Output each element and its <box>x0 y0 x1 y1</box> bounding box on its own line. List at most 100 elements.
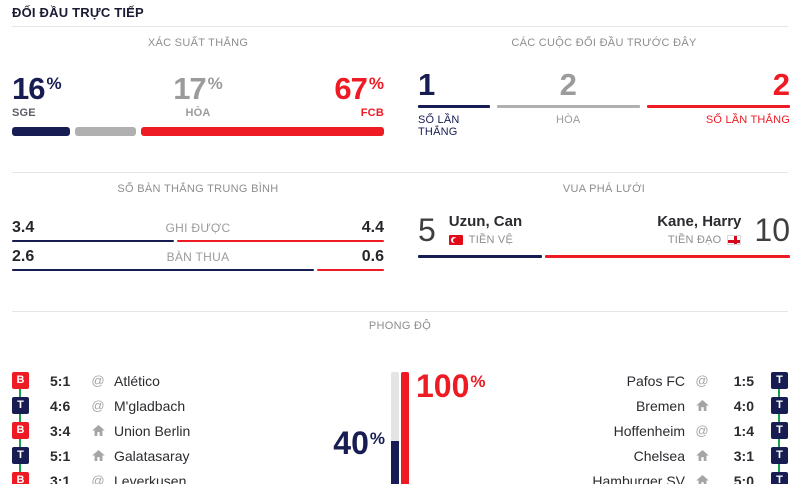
home-wins-column: 1 SỐ LẦN THẮNG <box>418 69 490 138</box>
form-match-row[interactable]: B 5:1 @ Atlético <box>12 372 314 397</box>
home-goals-scored: 3.4 <box>12 219 35 236</box>
form-match-row[interactable]: T 4:6 @ M'gladbach <box>12 397 314 422</box>
result-badge: T <box>771 472 788 484</box>
away-win-probability: 67% FCB <box>334 73 384 119</box>
home-scorer-position: TIỀN VỆ <box>468 234 513 246</box>
home-form-bar <box>391 372 399 484</box>
away-form-bar <box>401 372 409 484</box>
goals-conceded-label: BÀN THUA <box>166 250 230 264</box>
match-score: 5:1 <box>50 447 71 464</box>
goals-scored-bar <box>12 240 384 242</box>
home-icon <box>91 425 105 436</box>
section-divider <box>12 172 788 173</box>
away-at-icon: @ <box>695 423 709 438</box>
home-probability-segment <box>12 127 70 136</box>
match-score: 1:5 <box>733 372 754 389</box>
team-name: Pafos FC <box>626 372 685 389</box>
home-form-percent: 40% <box>333 425 385 461</box>
form-match-row[interactable]: T 5:1 @ Galatasaray <box>12 447 314 472</box>
form-title: PHONG ĐỘ <box>368 320 432 332</box>
away-wins-label: SỐ LẦN THẮNG <box>705 114 790 126</box>
previous-meetings-section: CÁC CUỘC ĐỐI ĐẦU TRƯỚC ĐÂY 1 SỐ LẦN THẮN… <box>402 27 800 138</box>
average-goals-section: SỐ BÀN THẮNG TRUNG BÌNH 3.4 GHI ĐƯỢC 4.4 <box>0 173 402 277</box>
result-badge: B <box>12 372 29 397</box>
home-form-list: B 5:1 @ Atlético T 4:6 @ M'gladbach B 3:… <box>12 372 314 484</box>
top-scorers-title: VUA PHÁ LƯỚI <box>562 183 646 195</box>
home-wins-label: SỐ LẦN THẮNG <box>418 114 460 138</box>
draws-column: 2 HÒA <box>496 67 640 138</box>
away-scorer-position: TIỀN ĐẠO <box>667 234 722 246</box>
team-name: Galatasaray <box>114 447 190 464</box>
form-match-row[interactable]: Hamburger SV @ 5:0 T <box>486 472 788 484</box>
goals-scored-row: 3.4 GHI ĐƯỢC 4.4 <box>12 219 384 242</box>
form-match-row[interactable]: B 3:4 @ Union Berlin <box>12 422 314 447</box>
form-match-row[interactable]: Hoffenheim @ 1:4 T <box>486 422 788 447</box>
away-form-percent: 100% <box>416 368 486 404</box>
percent-sign: % <box>207 74 223 93</box>
form-content: B 5:1 @ Atlético T 4:6 @ M'gladbach B 3:… <box>12 368 788 484</box>
home-top-scorer[interactable]: 5 Uzun, Can TIỀN VỆ <box>418 213 522 246</box>
home-share-segment <box>418 255 542 258</box>
away-wins-column: 2 SỐ LẦN THẮNG <box>646 69 790 138</box>
top-sections-row: XÁC SUẤT THẮNG 16% SGE 17% HÒA 67% FCB <box>0 27 800 138</box>
match-score: 1:4 <box>733 422 754 439</box>
result-badge: T <box>771 447 788 472</box>
away-top-scorer[interactable]: Kane, Harry TIỀN ĐẠO 10 <box>657 213 790 246</box>
draws-rule <box>496 105 640 108</box>
away-team-abbr: FCB <box>360 107 384 119</box>
previous-meetings-stats: 1 SỐ LẦN THẮNG 2 HÒA 2 SỐ LẦN THẮNG <box>418 69 790 138</box>
away-scorer-name: Kane, Harry <box>657 213 742 230</box>
result-badge: T <box>12 397 29 422</box>
home-team-abbr: SGE <box>12 107 36 119</box>
panel-header: ĐỐI ĐẦU TRỰC TIẾP <box>0 0 800 20</box>
away-at-icon: @ <box>91 473 105 484</box>
goals-scored-label: GHI ĐƯỢC <box>165 221 231 235</box>
draw-probability: 17% HÒA <box>173 73 223 119</box>
away-share-segment <box>317 269 384 271</box>
average-goals-title: SỐ BÀN THẮNG TRUNG BÌNH <box>117 183 279 195</box>
away-wins-rule <box>646 105 790 108</box>
form-bars <box>391 372 409 484</box>
page-title: ĐỐI ĐẦU TRỰC TIẾP <box>12 5 144 20</box>
home-scorer-name: Uzun, Can <box>448 213 523 230</box>
win-probability-section: XÁC SUẤT THẮNG 16% SGE 17% HÒA 67% FCB <box>0 27 402 138</box>
team-name: Atlético <box>114 372 160 389</box>
top-scorers-row: 5 Uzun, Can TIỀN VỆ Kane, Harry TIỀN ĐẠO <box>418 213 790 246</box>
team-name: Hoffenheim <box>613 422 685 439</box>
away-goals-scored: 4.4 <box>361 219 384 236</box>
team-name: Bremen <box>635 397 685 414</box>
previous-meetings-title: CÁC CUỘC ĐỐI ĐẦU TRƯỚC ĐÂY <box>511 37 697 49</box>
away-share-segment <box>544 255 790 258</box>
match-score: 5:1 <box>50 372 71 389</box>
home-icon <box>695 450 709 461</box>
goals-conceded-bar <box>12 269 384 271</box>
form-percent-chart: 40% 100% <box>314 368 486 484</box>
match-score: 3:1 <box>733 447 754 464</box>
result-badge: T <box>771 422 788 447</box>
draws-count: 2 <box>559 67 577 102</box>
away-goals-conceded: 0.6 <box>361 248 384 265</box>
result-badge: T <box>12 447 29 472</box>
form-match-row[interactable]: Bremen @ 4:0 T <box>486 397 788 422</box>
team-name: Leverkusen <box>114 472 187 484</box>
draw-label: HÒA <box>185 107 211 119</box>
result-badge: T <box>771 372 788 397</box>
form-match-row[interactable]: Pafos FC @ 1:5 T <box>486 372 788 397</box>
result-badge: T <box>771 397 788 422</box>
home-win-probability: 16% SGE <box>12 73 62 119</box>
percent-sign: % <box>368 74 384 93</box>
percent-sign: % <box>46 74 62 93</box>
form-match-row[interactable]: B 3:1 @ Leverkusen <box>12 472 314 484</box>
draws-label: HÒA <box>555 114 581 126</box>
away-at-icon: @ <box>695 373 709 388</box>
percent-sign: % <box>369 429 385 448</box>
match-score: 4:0 <box>733 397 754 414</box>
home-icon <box>695 475 709 484</box>
form-match-row[interactable]: Chelsea @ 3:1 T <box>486 447 788 472</box>
result-badge: B <box>12 422 29 447</box>
goals-conceded-row: 2.6 BÀN THUA 0.6 <box>12 248 384 271</box>
win-probability-stats: 16% SGE 17% HÒA 67% FCB <box>12 73 384 119</box>
away-share-segment <box>177 240 384 242</box>
result-badge: B <box>12 472 29 484</box>
